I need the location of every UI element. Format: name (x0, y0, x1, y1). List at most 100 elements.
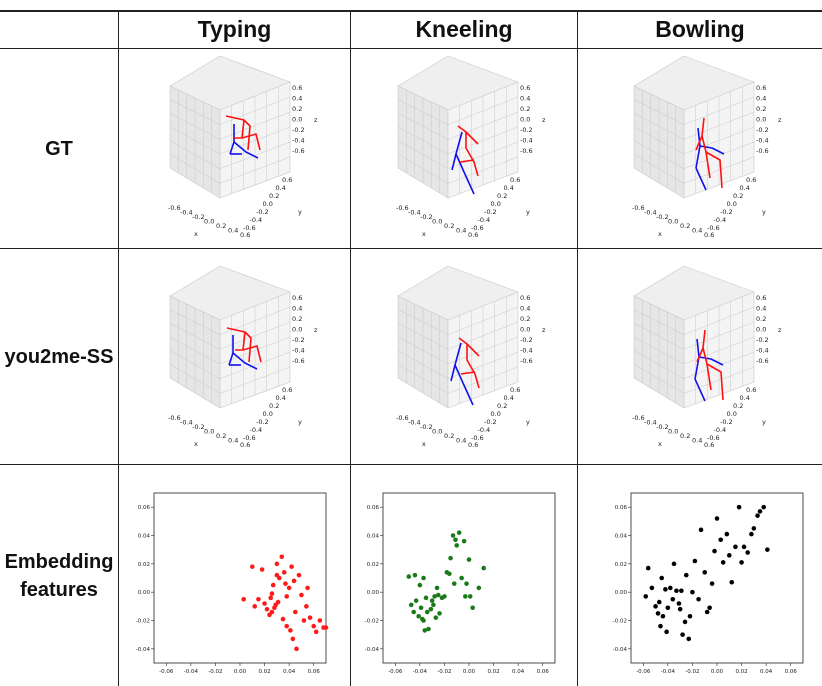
pose-y-tick-label: -0.6 (707, 434, 720, 442)
scatter-point (698, 527, 704, 533)
pose-x-tick-label: -0.6 (396, 414, 409, 422)
table-col-divider-2 (350, 10, 351, 686)
scatter-point (241, 596, 246, 602)
scatter-point (259, 567, 265, 572)
scatter-point (294, 646, 299, 652)
scatter-point (680, 632, 685, 637)
pose-y-tick-label: 0.0 (491, 200, 501, 208)
pose-x-tick-label: 0.0 (204, 428, 214, 436)
scatter-point (432, 594, 437, 599)
scatter-point (687, 613, 693, 619)
pose-y-tick-label: 0.6 (510, 386, 520, 394)
pose-y-tick-label: 0.0 (263, 410, 273, 418)
scatter-point (643, 594, 649, 599)
pose-axes-box (633, 265, 755, 409)
pose-z-axis-label: z (314, 116, 318, 124)
scatter-point (296, 572, 302, 578)
scatter-point (412, 572, 418, 578)
pose-x-tick-label: 0.6 (704, 231, 714, 239)
pose-x-axis-label: x (658, 230, 662, 238)
scatter-point (304, 604, 309, 609)
scatter-point (252, 604, 258, 609)
scatter-point (757, 509, 763, 514)
scatter-x-tick-label: -0.02 (437, 669, 451, 675)
scatter-point (442, 594, 447, 599)
pose-z-tick-label: -0.4 (756, 137, 769, 145)
skeleton-limb-red (234, 133, 261, 151)
pose-y-axis-label: y (526, 208, 530, 216)
scatter-point (406, 574, 412, 579)
pose-plot-ss-kneeling: 0.60.40.20.0-0.2-0.4-0.6z0.60.40.20.0-0.… (396, 265, 546, 449)
pose-z-tick-label: -0.4 (520, 347, 533, 355)
pose-gridline (169, 364, 221, 394)
scatter-point (676, 601, 682, 606)
scatter-point (729, 579, 735, 585)
scatter-x-tick-label: -0.04 (413, 669, 428, 675)
scatter-point (284, 623, 289, 629)
scatter-point (305, 585, 310, 591)
pose-z-tick-label: -0.4 (756, 347, 769, 355)
pose-gridline (633, 55, 685, 87)
skeleton-limb-red (701, 117, 711, 179)
pose-x-tick-label: 0.6 (240, 441, 250, 449)
scatter-point (720, 560, 726, 565)
pose-x-tick-label: -0.4 (408, 419, 421, 427)
scatter-point (692, 558, 698, 564)
pose-y-tick-label: -0.4 (714, 216, 727, 224)
scatter-point (463, 594, 468, 599)
pose-z-tick-label: 0.4 (520, 305, 530, 313)
pose-y-tick-label: 0.4 (504, 184, 514, 192)
pose-z-tick-label: -0.2 (292, 336, 305, 344)
scatter-point (761, 504, 766, 510)
scatter-point (433, 615, 439, 620)
scatter-point (413, 598, 419, 603)
scatter-point (274, 561, 280, 567)
pose-y-axis-label: y (526, 418, 530, 426)
skeleton-limb-blue (233, 141, 259, 159)
scatter-x-tick-label: 0.04 (512, 669, 525, 675)
pose-y-tick-label: -0.6 (707, 224, 720, 232)
scatter-point (270, 582, 276, 588)
scatter-point (709, 581, 715, 586)
pose-z-tick-label: 0.2 (756, 105, 766, 113)
pose-y-tick-label: 0.6 (282, 176, 292, 184)
skeleton-limb-blue (698, 356, 724, 366)
scatter-point (461, 538, 467, 544)
scatter-point (476, 585, 482, 591)
scatter-point (417, 582, 423, 588)
scatter-plot-frame (153, 492, 327, 664)
scatter-point (454, 543, 460, 548)
pose-z-axis-label: z (542, 326, 546, 334)
scatter-y-tick-label: 0.00 (615, 590, 628, 596)
embedding-scatter-typing: -0.06 -0.04 -0.02 0.00 0.02 0.04 0.06 -0.04 -0.0… (136, 492, 329, 675)
pose-x-tick-label: -0.4 (408, 209, 421, 217)
scatter-point (299, 592, 304, 598)
pose-y-tick-label: 0.4 (740, 394, 750, 402)
skeleton-limb-blue (463, 171, 475, 195)
pose-z-tick-label: 0.6 (756, 84, 766, 92)
pose-x-tick-label: 0.0 (432, 218, 442, 226)
pose-y-axis-label: y (762, 418, 766, 426)
scatter-point (416, 613, 421, 619)
pose-y-tick-label: 0.2 (733, 402, 743, 410)
scatter-point (421, 618, 426, 623)
skeleton-limb-red (226, 327, 252, 363)
column-header-typing: Typing (197, 15, 272, 42)
pose-z-tick-label: -0.4 (520, 137, 533, 145)
scatter-point (749, 531, 754, 537)
pose-gridline (169, 154, 221, 184)
scatter-point (281, 570, 287, 575)
scatter-point (264, 606, 270, 612)
pose-y-tick-label: -0.2 (720, 208, 733, 216)
scatter-point (724, 531, 730, 537)
scatter-point (470, 605, 475, 611)
scatter-point (424, 609, 430, 615)
scatter-x-tick-label: 0.06 (308, 669, 321, 675)
scatter-point (751, 526, 757, 531)
scatter-x-tick-label: -0.02 (208, 669, 222, 675)
scatter-point (656, 599, 662, 605)
pose-z-tick-label: -0.2 (520, 126, 533, 134)
row-label-you2me-ss: you2me-SS (4, 345, 114, 368)
scatter-point (467, 594, 473, 599)
